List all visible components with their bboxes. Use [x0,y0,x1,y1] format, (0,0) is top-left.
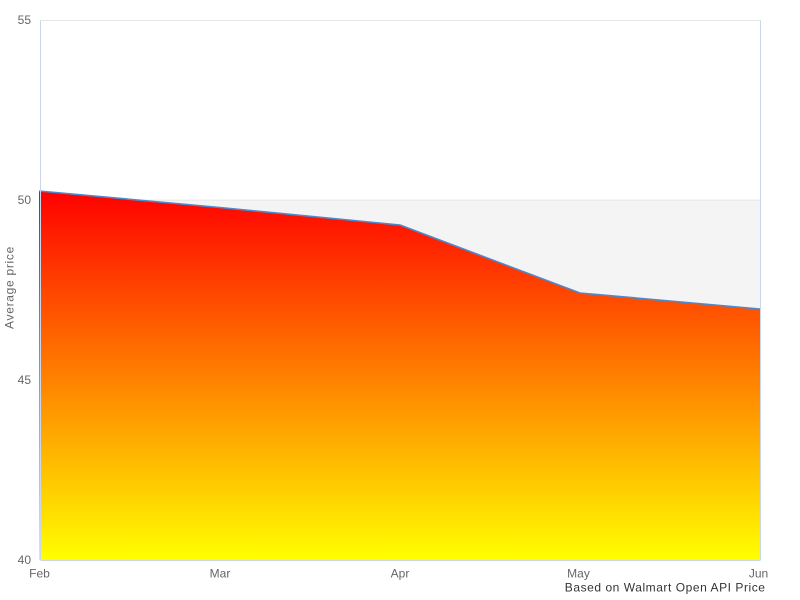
svg-text:Jun: Jun [749,567,768,581]
svg-text:May: May [567,567,590,581]
svg-text:55: 55 [18,13,32,27]
svg-text:45: 45 [18,373,32,387]
svg-text:Mar: Mar [210,567,231,581]
svg-text:Feb: Feb [29,567,50,581]
svg-text:Apr: Apr [391,567,410,581]
svg-text:Average price: Average price [3,246,17,329]
svg-text:40: 40 [18,553,32,567]
svg-text:50: 50 [18,193,32,207]
svg-text:Based on Walmart Open API Pric: Based on Walmart Open API Price [565,581,766,595]
